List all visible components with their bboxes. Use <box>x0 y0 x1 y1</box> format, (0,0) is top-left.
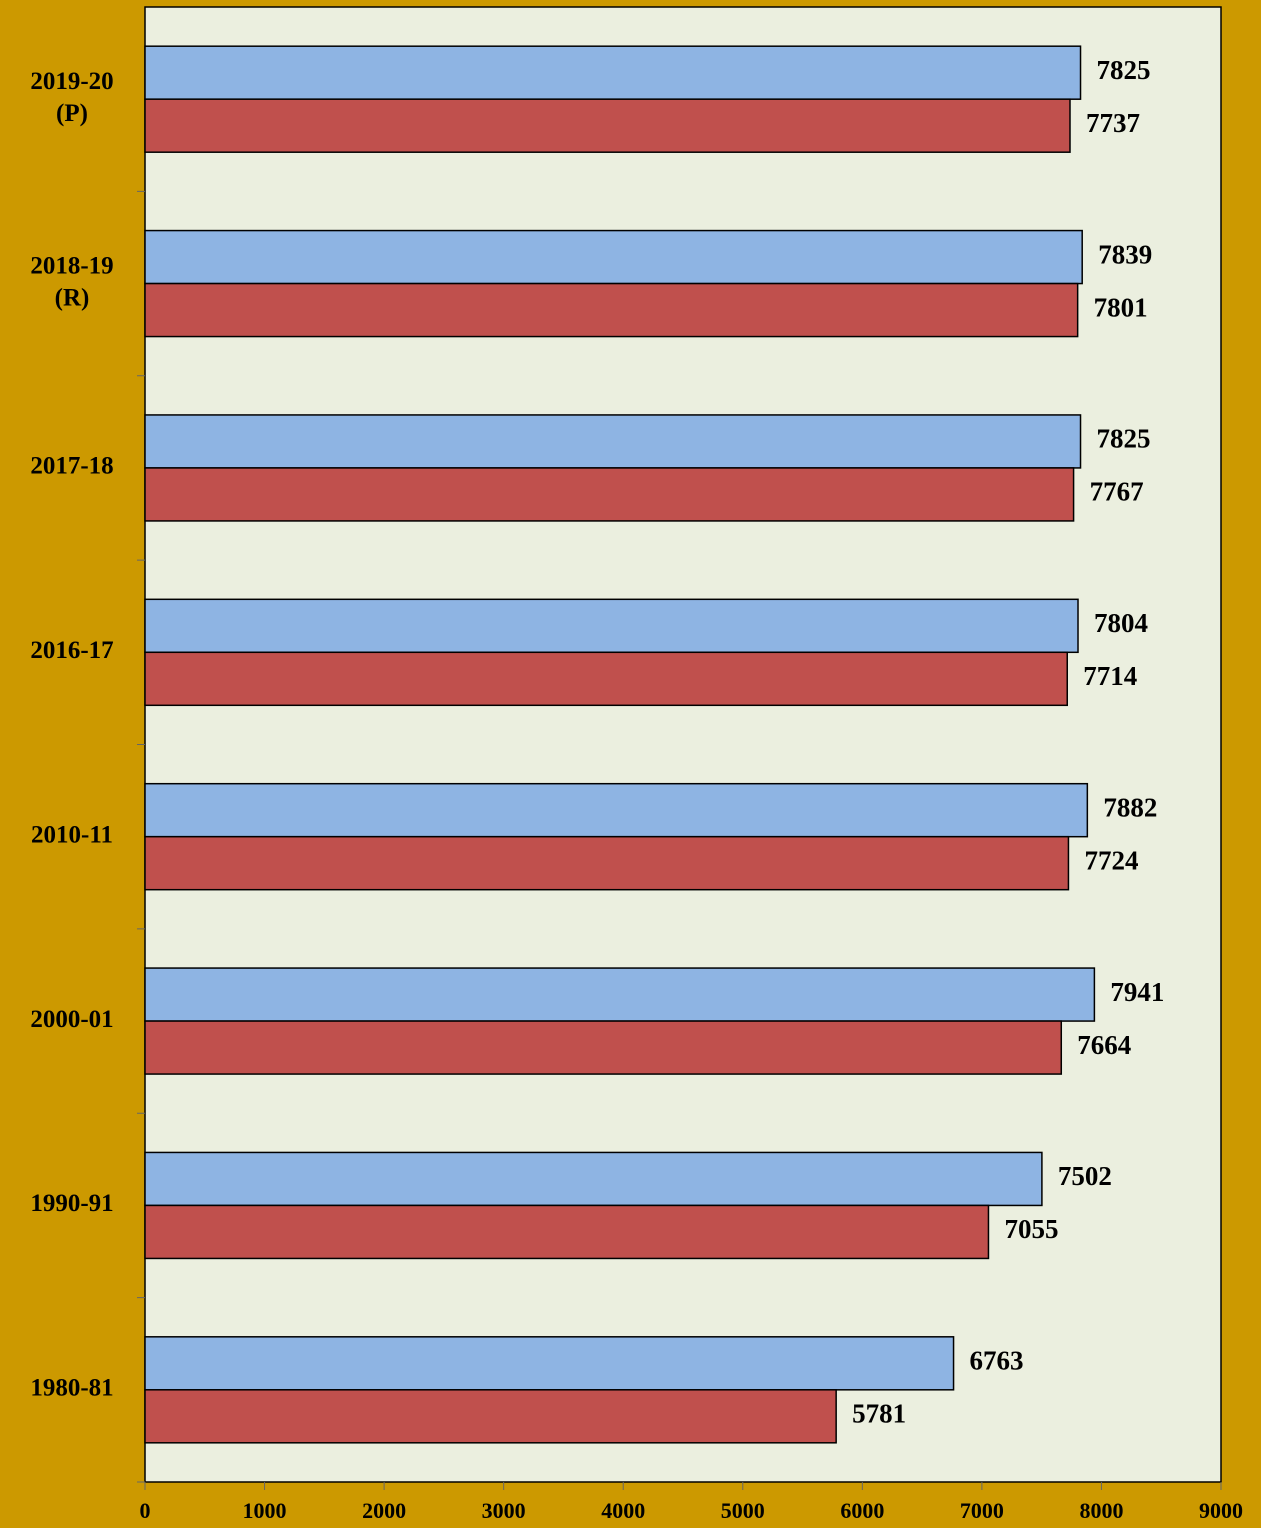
bar <box>144 414 1082 469</box>
value-label: 6763 <box>970 1346 1024 1376</box>
bar <box>144 1020 1063 1075</box>
y-tick-label: 1980-81 <box>30 1375 113 1402</box>
bar <box>144 835 1070 891</box>
bar <box>144 467 1075 522</box>
bar <box>144 1151 1043 1207</box>
x-tick-label: 4000 <box>601 1498 645 1523</box>
value-label: 7804 <box>1094 608 1148 638</box>
y-tick-label: 2019-20 <box>30 68 113 95</box>
y-tick-label: (R) <box>55 284 90 311</box>
y-tick-label: 2017-18 <box>30 453 113 480</box>
x-tick-label: 3000 <box>482 1498 526 1523</box>
value-label: 7664 <box>1077 1030 1131 1060</box>
x-tick-label: 8000 <box>1079 1498 1123 1523</box>
value-label: 7055 <box>1004 1214 1058 1244</box>
bar <box>144 651 1069 707</box>
x-tick-label: 6000 <box>840 1498 884 1523</box>
bar <box>144 45 1082 100</box>
value-label: 7714 <box>1083 661 1137 691</box>
bar <box>144 229 1083 285</box>
value-label: 7801 <box>1094 292 1148 322</box>
y-tick-label: 2016-17 <box>30 637 113 664</box>
y-tick-label: (P) <box>56 100 88 127</box>
y-tick-label: 1990-91 <box>30 1190 113 1217</box>
y-tick-label: 2018-19 <box>30 252 113 279</box>
value-label: 7767 <box>1090 477 1144 507</box>
x-tick-label: 1000 <box>243 1498 287 1523</box>
y-tick-label: 2000-01 <box>30 1006 113 1033</box>
bar <box>144 967 1096 1022</box>
value-label: 5781 <box>852 1399 906 1429</box>
x-tick-label: 5000 <box>721 1498 765 1523</box>
value-label: 7839 <box>1098 239 1152 269</box>
value-label: 7724 <box>1084 845 1138 875</box>
bar <box>144 282 1079 338</box>
value-label: 7941 <box>1110 977 1164 1007</box>
value-label: 7502 <box>1058 1161 1112 1191</box>
bar <box>144 98 1071 153</box>
x-tick-label: 7000 <box>960 1498 1004 1523</box>
value-label: 7825 <box>1097 55 1151 85</box>
value-label: 7882 <box>1103 792 1157 822</box>
y-tick-label: 2010-11 <box>31 821 113 848</box>
bar <box>144 782 1089 838</box>
bar <box>144 598 1079 654</box>
bar <box>144 1336 955 1391</box>
plot-area <box>144 6 1222 1483</box>
value-label: 7737 <box>1086 108 1140 138</box>
x-tick-label: 9000 <box>1199 1498 1243 1523</box>
x-tick-label: 2000 <box>362 1498 406 1523</box>
bar <box>144 1389 837 1444</box>
x-tick-label: 0 <box>140 1498 151 1523</box>
bar <box>144 1204 990 1260</box>
value-label: 7825 <box>1097 424 1151 454</box>
